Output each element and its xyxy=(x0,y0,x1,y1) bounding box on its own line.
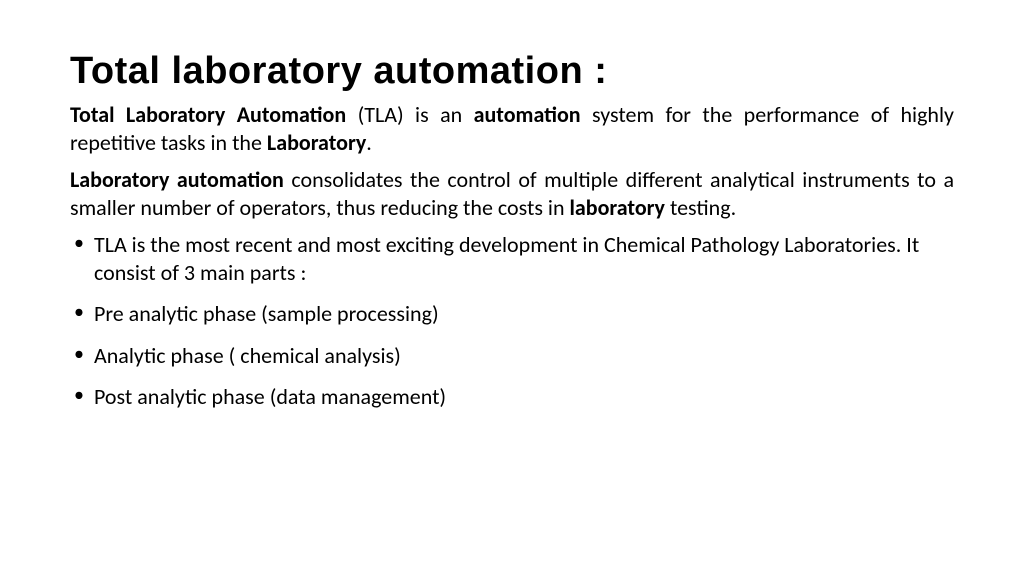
text-run: testing. xyxy=(665,194,736,221)
bold-phrase: Laboratory automation xyxy=(70,166,284,193)
list-item: Post analytic phase (data management) xyxy=(70,383,954,411)
list-item: TLA is the most recent and most exciting… xyxy=(70,231,954,286)
list-item: Pre analytic phase (sample processing) xyxy=(70,300,954,328)
bullet-list: TLA is the most recent and most exciting… xyxy=(70,231,954,411)
bold-phrase: Total Laboratory Automation xyxy=(70,101,346,128)
text-run: (TLA) is an xyxy=(346,101,473,128)
slide-title: Total laboratory automation : xyxy=(70,50,954,93)
paragraph-1: Total Laboratory Automation (TLA) is an … xyxy=(70,101,954,156)
list-item: Analytic phase ( chemical analysis) xyxy=(70,342,954,370)
bold-phrase: automation xyxy=(474,101,581,128)
paragraph-2: Laboratory automation consolidates the c… xyxy=(70,166,954,221)
bold-phrase: laboratory xyxy=(570,194,665,221)
text-run: . xyxy=(366,129,372,156)
bold-phrase: Laboratory xyxy=(267,129,366,156)
